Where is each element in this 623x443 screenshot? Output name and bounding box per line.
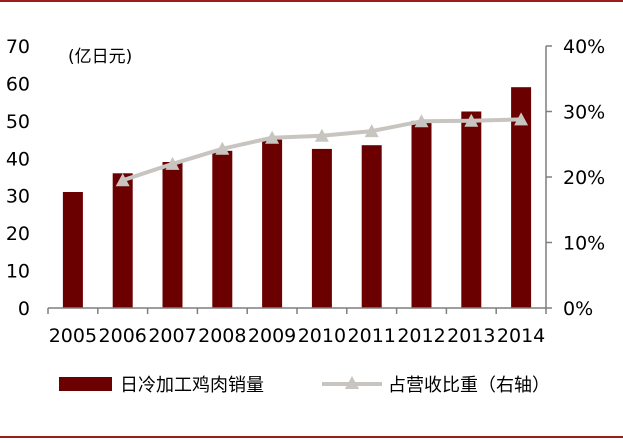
x-tick-label-2007: 2007 xyxy=(148,325,196,347)
legend-line-marker xyxy=(345,376,359,389)
bar-2006 xyxy=(112,173,133,308)
x-tick-label-2010: 2010 xyxy=(298,325,346,347)
axes-layer: 2005 2006 2007 2008 2009 2010 2011 2012 2013 2014… xyxy=(6,36,605,347)
right-tick-label-0%: 0% xyxy=(563,298,593,320)
bar-2008 xyxy=(212,150,233,308)
right-tick-label-20%: 20% xyxy=(563,167,605,189)
x-tick-label-2012: 2012 xyxy=(397,325,445,347)
x-tick-label-2011: 2011 xyxy=(348,325,396,347)
bars-layer xyxy=(62,87,532,309)
bar-2010 xyxy=(311,148,332,308)
bar-2013 xyxy=(461,111,482,308)
left-tick-label-20: 20 xyxy=(6,223,30,245)
left-tick-label-0: 0 xyxy=(18,298,30,320)
right-tick-label-40%: 40% xyxy=(563,36,605,58)
line-point-2010 xyxy=(314,128,329,142)
legend-line-label: 占营收比重（右轴） xyxy=(388,375,550,396)
legend-bar-label: 日冷加工鸡肉销量 xyxy=(120,375,264,396)
x-tick-label-2013: 2013 xyxy=(447,325,495,347)
left-tick-label-40: 40 xyxy=(6,148,30,170)
line-point-2006 xyxy=(115,173,130,187)
bar-2012 xyxy=(411,120,432,309)
left-tick-label-60: 60 xyxy=(6,73,30,95)
bar-2009 xyxy=(262,139,283,308)
bar-2007 xyxy=(162,162,183,308)
x-tick-label-2009: 2009 xyxy=(248,325,296,347)
bar-2011 xyxy=(361,145,382,308)
left-axis-unit-label: (亿日元) xyxy=(68,47,132,67)
line-point-2009 xyxy=(265,130,280,144)
left-tick-label-30: 30 xyxy=(6,186,30,208)
line-point-2014 xyxy=(514,112,529,126)
legend-bar-swatch xyxy=(59,377,112,391)
line-point-2013 xyxy=(464,113,479,127)
line-point-2012 xyxy=(414,114,429,128)
right-tick-label-10%: 10% xyxy=(563,233,605,255)
x-tick-label-2005: 2005 xyxy=(49,325,97,347)
x-tick-label-2014: 2014 xyxy=(497,325,545,347)
left-tick-label-70: 70 xyxy=(6,36,30,58)
line-point-2011 xyxy=(364,124,379,138)
bar-2014 xyxy=(511,87,532,308)
bar-2005 xyxy=(62,192,83,308)
line-layer xyxy=(115,112,529,187)
line-point-2008 xyxy=(215,141,230,155)
left-tick-label-10: 10 xyxy=(6,261,30,283)
x-tick-label-2008: 2008 xyxy=(198,325,246,347)
legend: 日冷加工鸡肉销量 占营收比重（右轴） xyxy=(59,375,550,396)
left-tick-label-50: 50 xyxy=(6,111,30,133)
x-tick-label-2006: 2006 xyxy=(99,325,147,347)
right-tick-label-30%: 30% xyxy=(563,102,605,124)
line-point-2007 xyxy=(165,156,180,170)
